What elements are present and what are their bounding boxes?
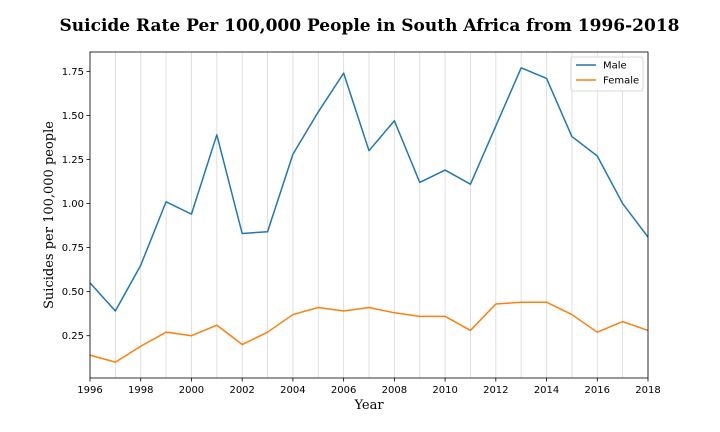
x-tick-label: 2004 [280,385,305,396]
x-tick-label: 2014 [534,385,559,396]
y-axis-label: Suicides per 100,000 people [42,121,57,309]
y-tick-label: 0.25 [62,331,84,342]
x-axis-label: Year [353,398,384,413]
x-tick-label: 2010 [432,385,457,396]
x-tick-label: 2018 [635,385,660,396]
legend-label-male: Male [603,61,627,72]
x-tick-label: 2000 [179,385,204,396]
y-axis-ticks: 0.25 0.50 0.75 1.00 1.25 1.50 1.75 [62,67,90,342]
x-tick-label: 2002 [229,385,254,396]
x-tick-label: 1998 [128,385,153,396]
x-axis-ticks: 1996 1998 2000 2002 2004 2006 2008 2010 2012 2014… [77,378,661,396]
y-tick-label: 1.25 [62,155,84,166]
y-tick-label: 1.50 [62,111,84,122]
x-tick-label: 2008 [382,385,407,396]
x-tick-label: 2006 [331,385,356,396]
series-lines [89,67,649,363]
x-tick-label: 1996 [77,385,102,396]
plot-frame [89,51,649,379]
y-tick-label: 0.50 [62,287,84,298]
y-tick-label: 0.75 [62,243,84,254]
legend: Male Female [570,56,644,92]
grid-lines [89,52,649,378]
x-tick-label: 2016 [585,385,610,396]
y-tick-label: 1.75 [62,67,84,78]
y-tick-label: 1.00 [62,199,84,210]
x-tick-label: 2012 [483,385,508,396]
chart-title: Suicide Rate Per 100,000 People in South… [60,16,680,36]
legend-label-female: Female [603,76,639,87]
